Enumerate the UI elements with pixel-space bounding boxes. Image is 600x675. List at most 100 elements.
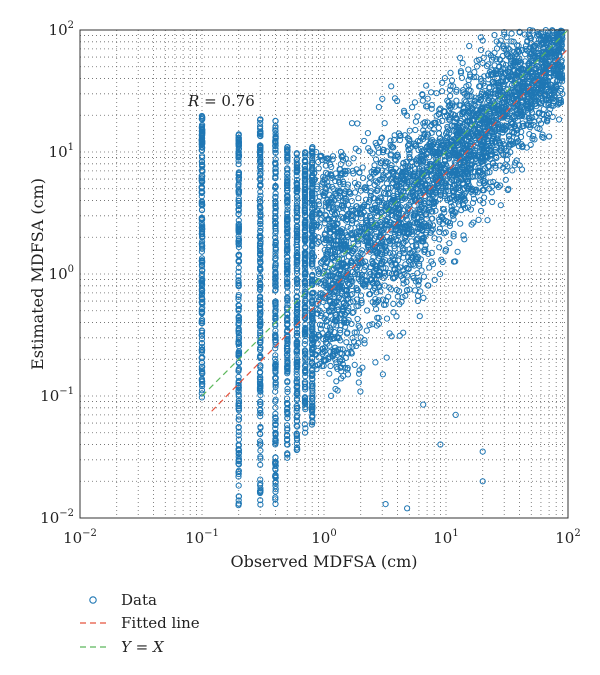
data-point <box>235 302 243 309</box>
data-point <box>257 354 264 362</box>
data-point <box>301 205 308 212</box>
data-point <box>198 177 205 184</box>
data-point <box>284 411 291 418</box>
data-point <box>294 338 301 345</box>
data-point <box>478 207 485 215</box>
data-point <box>198 255 206 262</box>
data-point <box>293 267 300 274</box>
data-point <box>257 284 264 291</box>
data-point <box>388 83 395 90</box>
data-point <box>414 113 421 120</box>
data-point <box>383 148 391 155</box>
data-point <box>257 217 264 224</box>
data-point <box>235 235 242 242</box>
data-point <box>489 198 496 206</box>
data-point <box>257 143 264 150</box>
data-point <box>302 243 309 250</box>
data-point <box>272 421 279 429</box>
data-point <box>257 266 264 273</box>
data-point <box>366 321 373 329</box>
data-point <box>293 444 301 451</box>
data-point <box>198 175 205 182</box>
data-point <box>257 183 264 190</box>
data-point <box>235 500 242 507</box>
data-point <box>293 325 301 333</box>
data-point <box>284 284 291 291</box>
data-point <box>426 264 433 271</box>
data-point <box>521 113 528 120</box>
data-point <box>235 416 242 423</box>
data-point <box>257 281 264 288</box>
data-point <box>199 233 206 240</box>
data-point <box>257 116 264 123</box>
data-point <box>272 133 279 140</box>
data-point <box>199 126 206 133</box>
data-point <box>293 246 301 253</box>
data-point <box>302 219 309 226</box>
data-point <box>257 344 264 351</box>
data-point <box>355 195 362 202</box>
data-point <box>409 104 416 111</box>
data-point <box>198 248 205 255</box>
data-point <box>235 244 242 251</box>
data-point <box>284 378 291 385</box>
data-point <box>257 485 264 492</box>
data-point <box>235 340 242 347</box>
data-point <box>272 140 279 147</box>
data-point <box>301 288 308 296</box>
data-point <box>235 257 242 264</box>
data-point <box>257 188 264 195</box>
data-point <box>272 220 279 227</box>
data-point <box>272 332 279 339</box>
data-point <box>257 410 264 417</box>
data-point <box>284 437 291 444</box>
data-point <box>470 151 477 158</box>
data-point <box>199 359 206 366</box>
data-point <box>272 268 279 276</box>
data-point <box>327 362 334 370</box>
data-point <box>302 268 309 275</box>
data-point <box>284 366 291 373</box>
data-point <box>272 361 279 368</box>
data-point <box>436 225 443 232</box>
data-point <box>483 63 491 70</box>
data-point <box>272 279 279 286</box>
data-point <box>272 383 279 390</box>
data-point <box>256 234 264 241</box>
data-point <box>272 441 279 448</box>
data-point <box>435 124 442 132</box>
data-point <box>272 415 279 422</box>
data-point <box>396 136 404 144</box>
data-point <box>302 178 309 185</box>
data-point <box>375 320 382 327</box>
data-point <box>257 346 264 353</box>
data-point <box>302 197 309 204</box>
data-point <box>459 60 466 67</box>
data-point <box>309 166 316 173</box>
data-point <box>352 145 359 152</box>
data-point <box>272 234 279 241</box>
data-point <box>198 193 205 200</box>
data-point <box>302 296 309 303</box>
data-point <box>418 267 425 274</box>
data-point <box>256 294 264 301</box>
data-point <box>272 260 279 267</box>
data-point <box>257 119 264 127</box>
data-point <box>198 189 205 196</box>
data-point <box>257 329 264 336</box>
data-point <box>477 75 484 82</box>
data-point <box>284 181 291 188</box>
data-point <box>284 451 291 458</box>
data-point <box>302 361 309 368</box>
data-point <box>257 488 264 496</box>
data-point <box>283 332 291 340</box>
data-point <box>199 144 206 151</box>
data-point <box>284 454 291 461</box>
data-point <box>293 297 300 304</box>
data-point <box>284 203 291 210</box>
data-point <box>257 248 264 255</box>
data-point <box>301 314 308 321</box>
data-point <box>301 397 309 404</box>
data-point <box>257 224 264 231</box>
data-point <box>387 286 395 293</box>
